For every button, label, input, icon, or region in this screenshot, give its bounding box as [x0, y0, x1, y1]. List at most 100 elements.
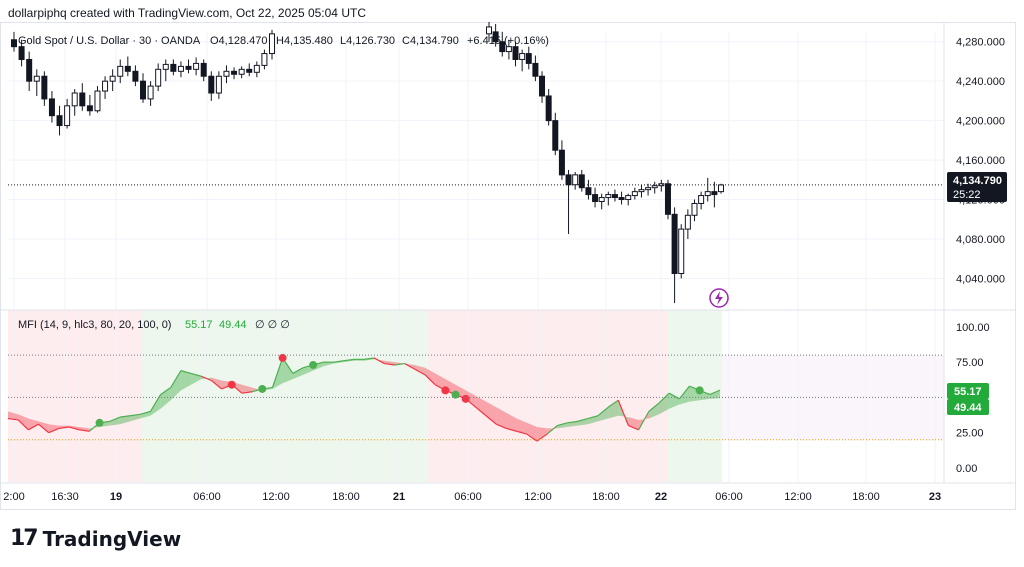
- candle-body: [71, 92, 78, 107]
- mfi-fill-segment: [475, 396, 487, 416]
- time-axis-label: 06:00: [715, 491, 743, 503]
- mfi-axis-tick: 75.00: [956, 357, 984, 369]
- candlestick-series[interactable]: [11, 22, 724, 304]
- candle-body: [499, 41, 506, 53]
- candle-body: [486, 26, 492, 35]
- candle-body: [162, 63, 169, 70]
- mfi-line-segment: [292, 367, 304, 374]
- candle-body: [18, 46, 25, 60]
- candle-body: [658, 183, 665, 187]
- mfi-fill-segment: [384, 360, 395, 365]
- mfi-line-segment: [475, 406, 487, 417]
- time-axis-label: 16:30: [51, 491, 79, 503]
- time-axis-label: 22: [655, 491, 667, 503]
- candle-body: [532, 62, 539, 77]
- candle-body: [56, 115, 63, 127]
- mfi-line-segment: [7, 417, 19, 421]
- mfi-fill-segment: [536, 427, 548, 442]
- candle-body: [253, 64, 260, 73]
- candle-body: [140, 80, 146, 100]
- lightning-icon[interactable]: [709, 288, 729, 308]
- mfi-axis-tick: 100.00: [956, 322, 990, 334]
- mfi-line-segment: [79, 429, 90, 432]
- candle-body: [585, 187, 592, 196]
- candle-body: [102, 80, 109, 92]
- mfi-line-segment: [119, 415, 131, 418]
- mfi-signal-dot: [461, 394, 470, 403]
- candle-body: [572, 174, 579, 186]
- mfi-line-segment: [140, 410, 151, 415]
- mfi-line-segment: [190, 372, 202, 377]
- candle-body: [246, 68, 253, 73]
- candle-body: [664, 183, 671, 215]
- legend-high: H4,135.480: [276, 35, 333, 47]
- mfi-fill-segment: [109, 417, 120, 426]
- candle-body: [578, 174, 585, 189]
- candle-body: [545, 95, 552, 122]
- price-axis-tick: 4,200.000: [956, 116, 1005, 128]
- time-axis-label: 2:00: [3, 491, 24, 503]
- mfi-fill-segment: [526, 422, 537, 442]
- mfi-line-segment: [48, 427, 60, 434]
- candle-body: [638, 189, 645, 193]
- time-axis-label: 18:00: [852, 491, 880, 503]
- mfi-line-segment: [607, 399, 619, 408]
- mfi-line-segment: [648, 402, 660, 412]
- time-axis-label: 12:00: [784, 491, 812, 503]
- last-price-tag: 4,134.790 25:22: [947, 172, 1007, 202]
- mfi-fill-segment: [628, 417, 639, 430]
- mfi-line-segment: [587, 415, 599, 420]
- price-axis-tick: 4,240.000: [956, 76, 1005, 88]
- mfi-signal-dot: [441, 386, 450, 395]
- mfi-fill-segment: [8, 411, 19, 420]
- mfi-legend-value-2: 49.44: [219, 319, 247, 331]
- mfi-line-segment: [68, 426, 80, 431]
- mfi-line-segment: [180, 370, 192, 375]
- time-axis-label: 12:00: [262, 491, 290, 503]
- price-axis-tick: 4,040.000: [956, 273, 1005, 285]
- candle-body: [618, 197, 625, 201]
- candle-body: [155, 68, 162, 87]
- mfi-fill-segment: [577, 418, 588, 426]
- mfi-series[interactable]: [7, 353, 721, 442]
- mfi-signal-dot: [258, 384, 267, 393]
- mfi-line-segment: [211, 380, 222, 390]
- mfi-fill-segment: [516, 418, 527, 435]
- mfi-line-segment: [333, 360, 344, 363]
- mfi-fill-segment: [709, 390, 720, 399]
- mfi-line-segment: [373, 357, 385, 365]
- candle-body: [124, 65, 131, 72]
- legend-symbol: Gold Spot / U.S. Dollar · 30 · OANDA: [18, 35, 201, 47]
- mfi-line-segment: [384, 362, 395, 366]
- mfi-fill-segment: [79, 427, 90, 432]
- mfi-line-segment: [109, 416, 121, 422]
- legend-close: C4,134.790: [402, 35, 459, 47]
- mfi-line-segment: [577, 417, 588, 422]
- mfi-signal-dot: [695, 386, 704, 395]
- mfi-fill-segment: [658, 393, 670, 415]
- chart-frame: [0, 22, 1016, 510]
- candle-body: [552, 120, 559, 151]
- mfi-fill-segment: [28, 418, 39, 430]
- mfi-line-segment: [709, 389, 721, 396]
- mfi-line-segment: [201, 375, 212, 382]
- candle-body: [718, 184, 724, 193]
- mfi-fill-segment: [648, 403, 659, 419]
- legend-low: L4,126.730: [340, 35, 395, 47]
- candle-body: [684, 214, 691, 230]
- candle-body: [94, 90, 101, 112]
- candle-body: [215, 75, 222, 94]
- chart-credit: dollarpiphq created with TradingView.com…: [8, 6, 366, 20]
- mfi-line-segment: [485, 415, 497, 425]
- mfi-band: [668, 310, 722, 482]
- mfi-line-segment: [495, 423, 507, 429]
- mfi-fill-segment: [608, 400, 619, 419]
- candle-body: [512, 46, 519, 60]
- mfi-tag-1: 55.17: [954, 386, 982, 398]
- candle-body: [193, 62, 200, 70]
- candle-body: [691, 202, 698, 216]
- candle-body: [261, 53, 268, 66]
- candle-body: [109, 75, 116, 82]
- tradingview-logo[interactable]: 17 TradingView: [10, 526, 181, 551]
